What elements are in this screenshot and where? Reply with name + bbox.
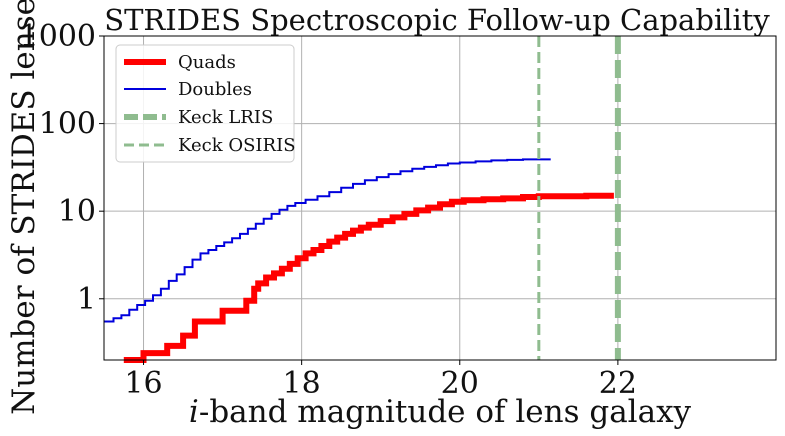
legend: Quads Doubles Keck LRIS Keck OSIRIS — [115, 44, 296, 163]
x-axis-label: i-band magnitude of lens galaxy — [189, 394, 692, 430]
x-axis-label-italic: i — [189, 394, 199, 430]
y-axis-label: Number of STRIDES lenses — [6, 0, 42, 415]
x-axis-label-rest: -band magnitude of lens galaxy — [199, 394, 692, 430]
x-tick-label: 22 — [599, 366, 637, 401]
chart-title: STRIDES Spectroscopic Follow-up Capabili… — [104, 3, 770, 37]
series-quads — [123, 192, 614, 363]
series-doubles — [104, 158, 551, 323]
axis-ticks: 16 18 20 22 1 10 100 1000 — [20, 19, 637, 401]
legend-label-keck-lris: Keck LRIS — [178, 107, 273, 128]
x-tick-label: 16 — [124, 366, 162, 401]
y-tick-label: 100 — [39, 107, 96, 142]
x-tick-label: 20 — [441, 366, 479, 401]
y-tick-label: 1000 — [20, 19, 96, 54]
y-tick-label: 10 — [58, 194, 96, 229]
plot-series — [104, 36, 621, 363]
legend-label-quads: Quads — [178, 52, 236, 73]
x-tick-label: 18 — [283, 366, 321, 401]
y-tick-label: 1 — [77, 282, 96, 317]
legend-frame — [115, 44, 295, 163]
plot-frame — [103, 35, 777, 361]
legend-label-doubles: Doubles — [178, 79, 252, 100]
legend-label-keck-osiris: Keck OSIRIS — [178, 135, 296, 156]
